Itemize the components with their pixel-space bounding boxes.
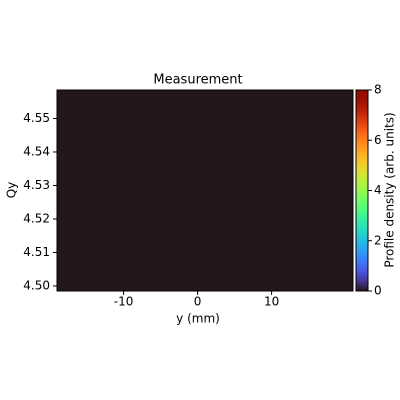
colorbar xyxy=(355,89,369,292)
colorbar-tick-label: 8 xyxy=(374,83,382,97)
x-tick-label: -10 xyxy=(114,295,134,309)
colorbar-tick-label: 0 xyxy=(374,284,382,298)
y-axis-label: Qy xyxy=(5,182,19,199)
y-tick-label: 4.51 xyxy=(23,245,50,259)
colorbar-label: Profile density (arb. units) xyxy=(383,112,397,267)
x-axis-label: y (mm) xyxy=(176,312,220,326)
y-tick-label: 4.54 xyxy=(23,144,50,158)
colorbar-tick-label: 2 xyxy=(374,233,382,247)
colorbar-tick-label: 4 xyxy=(374,183,382,197)
chart-title: Measurement xyxy=(153,73,242,88)
y-tick-label: 4.50 xyxy=(23,278,50,292)
y-tick-label: 4.52 xyxy=(23,211,50,225)
y-tick-label: 4.55 xyxy=(23,111,50,125)
x-tick-label: 10 xyxy=(264,295,279,309)
y-tick-label: 4.53 xyxy=(23,178,50,192)
x-tick-label: 0 xyxy=(194,295,202,309)
colorbar-tick-label: 6 xyxy=(374,133,382,147)
plot-background xyxy=(57,90,353,291)
plot-frame xyxy=(56,89,354,292)
